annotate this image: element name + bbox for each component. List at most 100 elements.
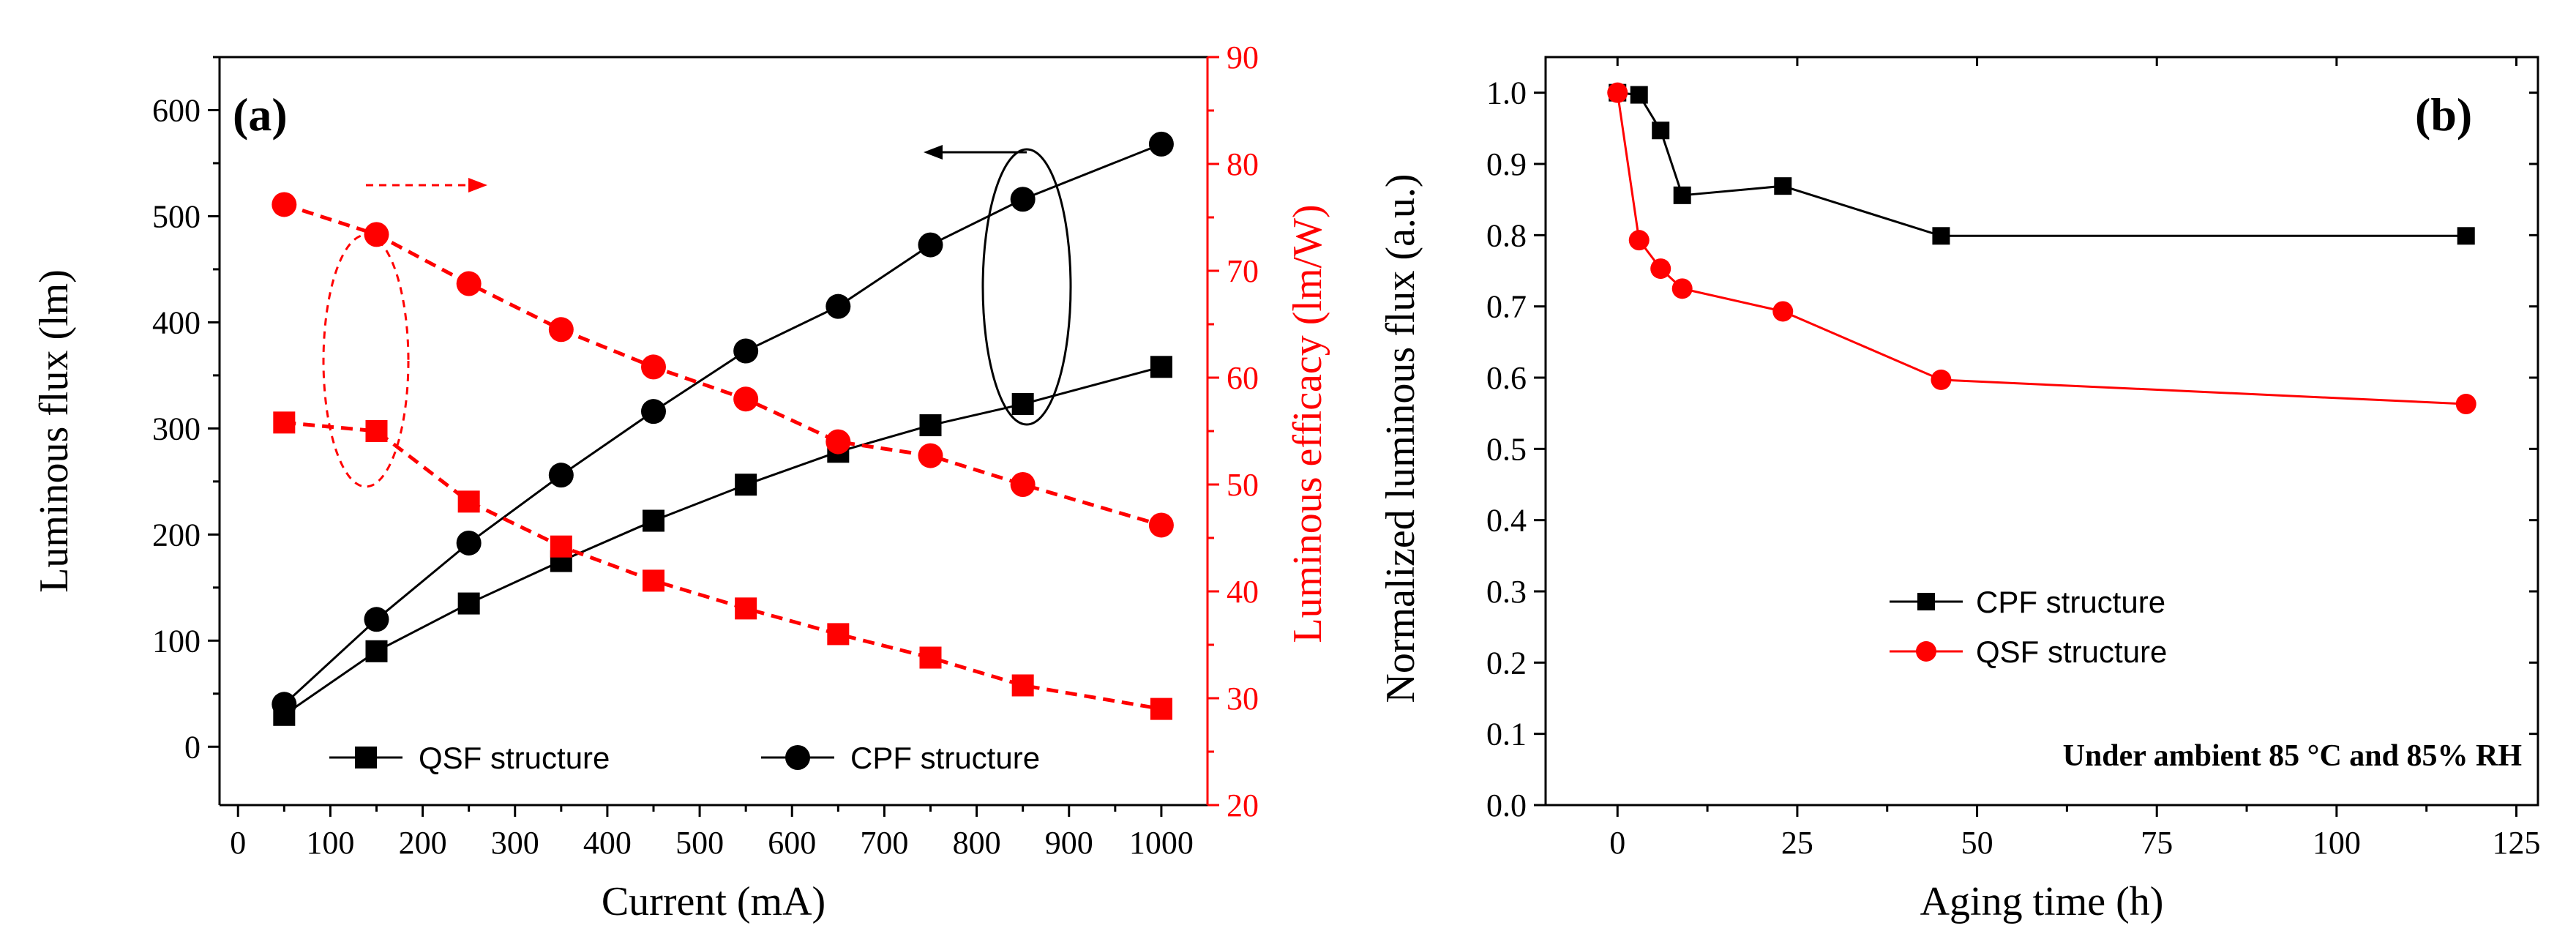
data-point-square: [1150, 356, 1172, 378]
data-point-square: [1011, 393, 1034, 416]
data-point-circle: [2455, 394, 2476, 415]
series-line: [1616, 92, 2466, 405]
x-tick-label: 100: [306, 825, 354, 861]
y-tick-label: 0.7: [1486, 289, 1527, 325]
y-left-tick-label: 500: [152, 198, 201, 234]
data-point-circle: [640, 354, 666, 380]
data-point-square: [1011, 674, 1034, 697]
data-point-circle: [1931, 369, 1952, 390]
y-tick-label: 0.4: [1486, 503, 1527, 539]
data-point-circle: [1607, 82, 1628, 103]
data-point-circle: [1010, 187, 1036, 212]
data-point-square: [735, 597, 757, 620]
y-right-tick-label: 40: [1227, 574, 1259, 610]
data-point-square: [1932, 227, 1950, 245]
data-point-square: [365, 640, 388, 662]
data-point-circle: [733, 338, 759, 364]
y-left-tick-label: 600: [152, 92, 201, 128]
y-right-tick-label: 80: [1227, 146, 1259, 182]
y-axis-left-label: Luminous flux (lm): [31, 269, 77, 593]
data-point-circle: [548, 463, 574, 488]
y-axis-label: Normalized luminous flux (a.u.): [1378, 173, 1423, 703]
annotation-ellipse-dashed: [322, 233, 410, 488]
arrow-head-icon: [924, 145, 943, 160]
legend-label: CPF structure: [850, 741, 1040, 775]
y-left-tick-label: 200: [152, 517, 201, 553]
data-point-circle: [1628, 230, 1650, 251]
plot-frame: [1544, 56, 2539, 807]
data-point-square: [1673, 186, 1691, 204]
y-tick-label: 0.1: [1486, 717, 1527, 752]
data-point-circle: [1671, 278, 1693, 299]
x-tick-label: 400: [583, 825, 632, 861]
data-point-circle: [825, 429, 851, 455]
panel-a: 0 100 200 300 400 500 600 700 800 900 1000 0 100 200 3…: [31, 40, 1330, 924]
y-tick-label: 0.8: [1486, 217, 1527, 253]
annotation-ellipse: [981, 148, 1072, 426]
legend-square-marker: [1917, 593, 1935, 610]
x-tick-label: 0: [1609, 825, 1625, 861]
data-point-circle: [1772, 301, 1794, 322]
y-tick-label: 0.6: [1486, 360, 1527, 396]
data-point-circle: [272, 192, 297, 217]
data-point-circle: [1650, 258, 1671, 280]
legend-circle-marker: [1916, 641, 1936, 662]
y-right-tick-label: 50: [1227, 467, 1259, 503]
data-point-square: [457, 592, 480, 615]
data-point-circle: [272, 692, 297, 717]
data-point-square: [919, 414, 942, 437]
data-point-circle: [456, 271, 482, 296]
data-point-square: [365, 420, 388, 442]
data-point-square: [273, 411, 296, 434]
data-point-circle: [1148, 512, 1174, 538]
y-left-tick-label: 400: [152, 304, 201, 340]
y-tick-label: 0.2: [1486, 645, 1527, 681]
series-line: [283, 143, 1162, 706]
x-tick-label: 0: [230, 825, 246, 861]
data-point-square: [642, 569, 664, 592]
y-tick-label: 0.0: [1486, 788, 1527, 823]
x-tick-label: 300: [491, 825, 539, 861]
data-point-circle: [456, 530, 482, 556]
data-point-circle: [733, 386, 759, 412]
data-point-square: [457, 490, 480, 513]
data-point-square: [1652, 121, 1670, 140]
y-right-tick-label: 20: [1227, 788, 1259, 823]
x-tick-label: 25: [1781, 825, 1813, 861]
y-right-tick-label: 30: [1227, 681, 1259, 717]
data-point-square: [642, 509, 664, 532]
data-point-circle: [640, 399, 666, 424]
legend-label: QSF structure: [419, 741, 610, 775]
annotation-text: Under ambient 85 °C and 85% RH: [2063, 739, 2522, 773]
y-right-tick-label: 90: [1227, 40, 1259, 75]
data-point-circle: [825, 293, 851, 319]
y-axis-right-label: Luminous efficacy (lm/W): [1285, 204, 1330, 643]
y-tick-label: 0.9: [1486, 146, 1527, 182]
data-point-square: [1630, 86, 1648, 104]
data-point-square: [2457, 227, 2475, 245]
series-line: [283, 203, 1162, 527]
legend-label: CPF structure: [1976, 585, 2165, 619]
y-right-tick-label: 60: [1227, 360, 1259, 396]
data-point-circle: [918, 443, 943, 468]
x-tick-label: 500: [675, 825, 724, 861]
y-tick-label: 1.0: [1486, 75, 1527, 111]
x-tick-label: 100: [2313, 825, 2361, 861]
x-tick-label: 700: [860, 825, 908, 861]
y-tick-label: 0.3: [1486, 574, 1527, 610]
legend-label: QSF structure: [1976, 635, 2167, 669]
legend-circle-marker: [785, 745, 810, 770]
x-tick-label: 125: [2493, 825, 2541, 861]
data-point-square: [735, 474, 757, 496]
data-point-square: [1150, 697, 1172, 720]
series-line: [283, 365, 1162, 717]
y-tick-label: 0.5: [1486, 431, 1527, 467]
data-point-circle: [364, 222, 389, 247]
data-point-circle: [1148, 131, 1174, 157]
panel-label: (b): [2415, 89, 2472, 141]
y-left-tick-label: 300: [152, 411, 201, 446]
series-line: [284, 420, 1162, 711]
data-point-square: [1774, 177, 1792, 195]
y-right-tick-label: 70: [1227, 253, 1259, 289]
